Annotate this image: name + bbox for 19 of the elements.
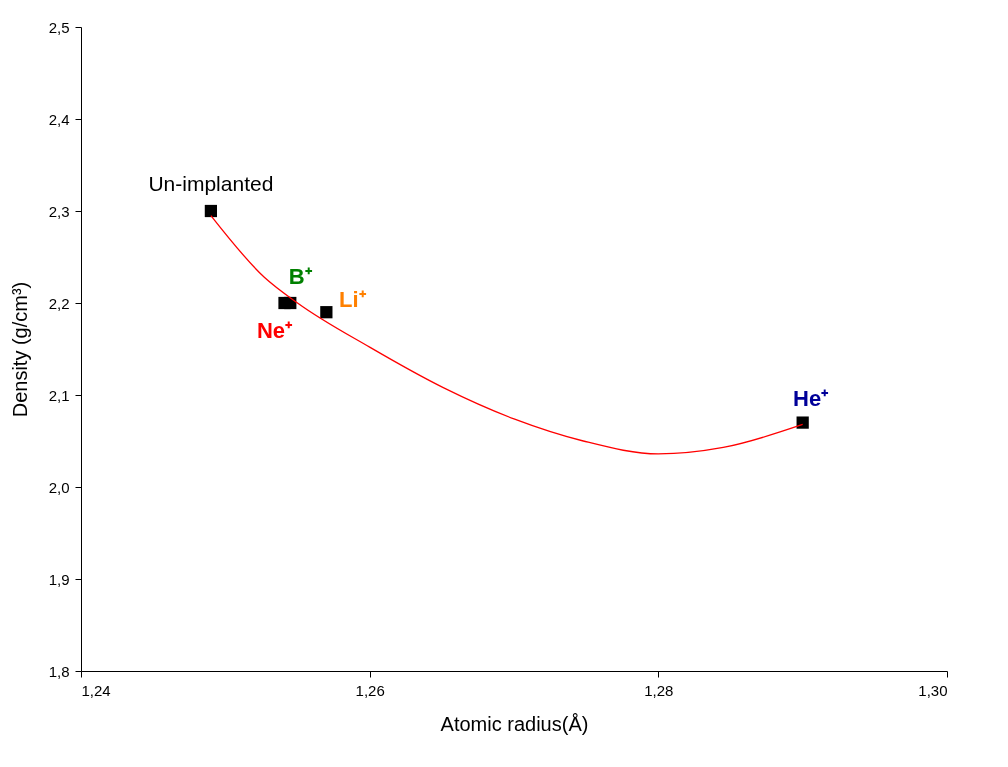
- y-tick-label: 2,5: [48, 18, 70, 36]
- series-label: Un-implanted: [148, 172, 274, 195]
- x-tick-label: 1,28: [644, 681, 674, 699]
- y-axis-title: Density (g/cm³): [8, 281, 31, 418]
- series-label: He⁺: [793, 385, 830, 411]
- y-tick-label: 2,1: [48, 386, 70, 404]
- series-label: Ne⁺: [256, 318, 294, 343]
- x-tick-label: 1,24: [81, 681, 111, 699]
- x-tick-label: 1,26: [355, 681, 385, 699]
- y-tick-label: 2,4: [48, 110, 70, 128]
- series-label: B⁺: [288, 264, 313, 289]
- x-axis-title: Atomic radius(Å): [440, 712, 589, 735]
- y-tick-label: 1,9: [48, 570, 70, 588]
- y-tick-label: 2,0: [48, 478, 70, 496]
- y-tick-label: 2,3: [48, 202, 70, 220]
- series-label: Li⁺: [339, 287, 367, 313]
- x-tick-label: 1,30: [918, 681, 948, 699]
- y-tick-label: 2,2: [48, 294, 70, 312]
- y-tick-label: 1,8: [48, 662, 70, 680]
